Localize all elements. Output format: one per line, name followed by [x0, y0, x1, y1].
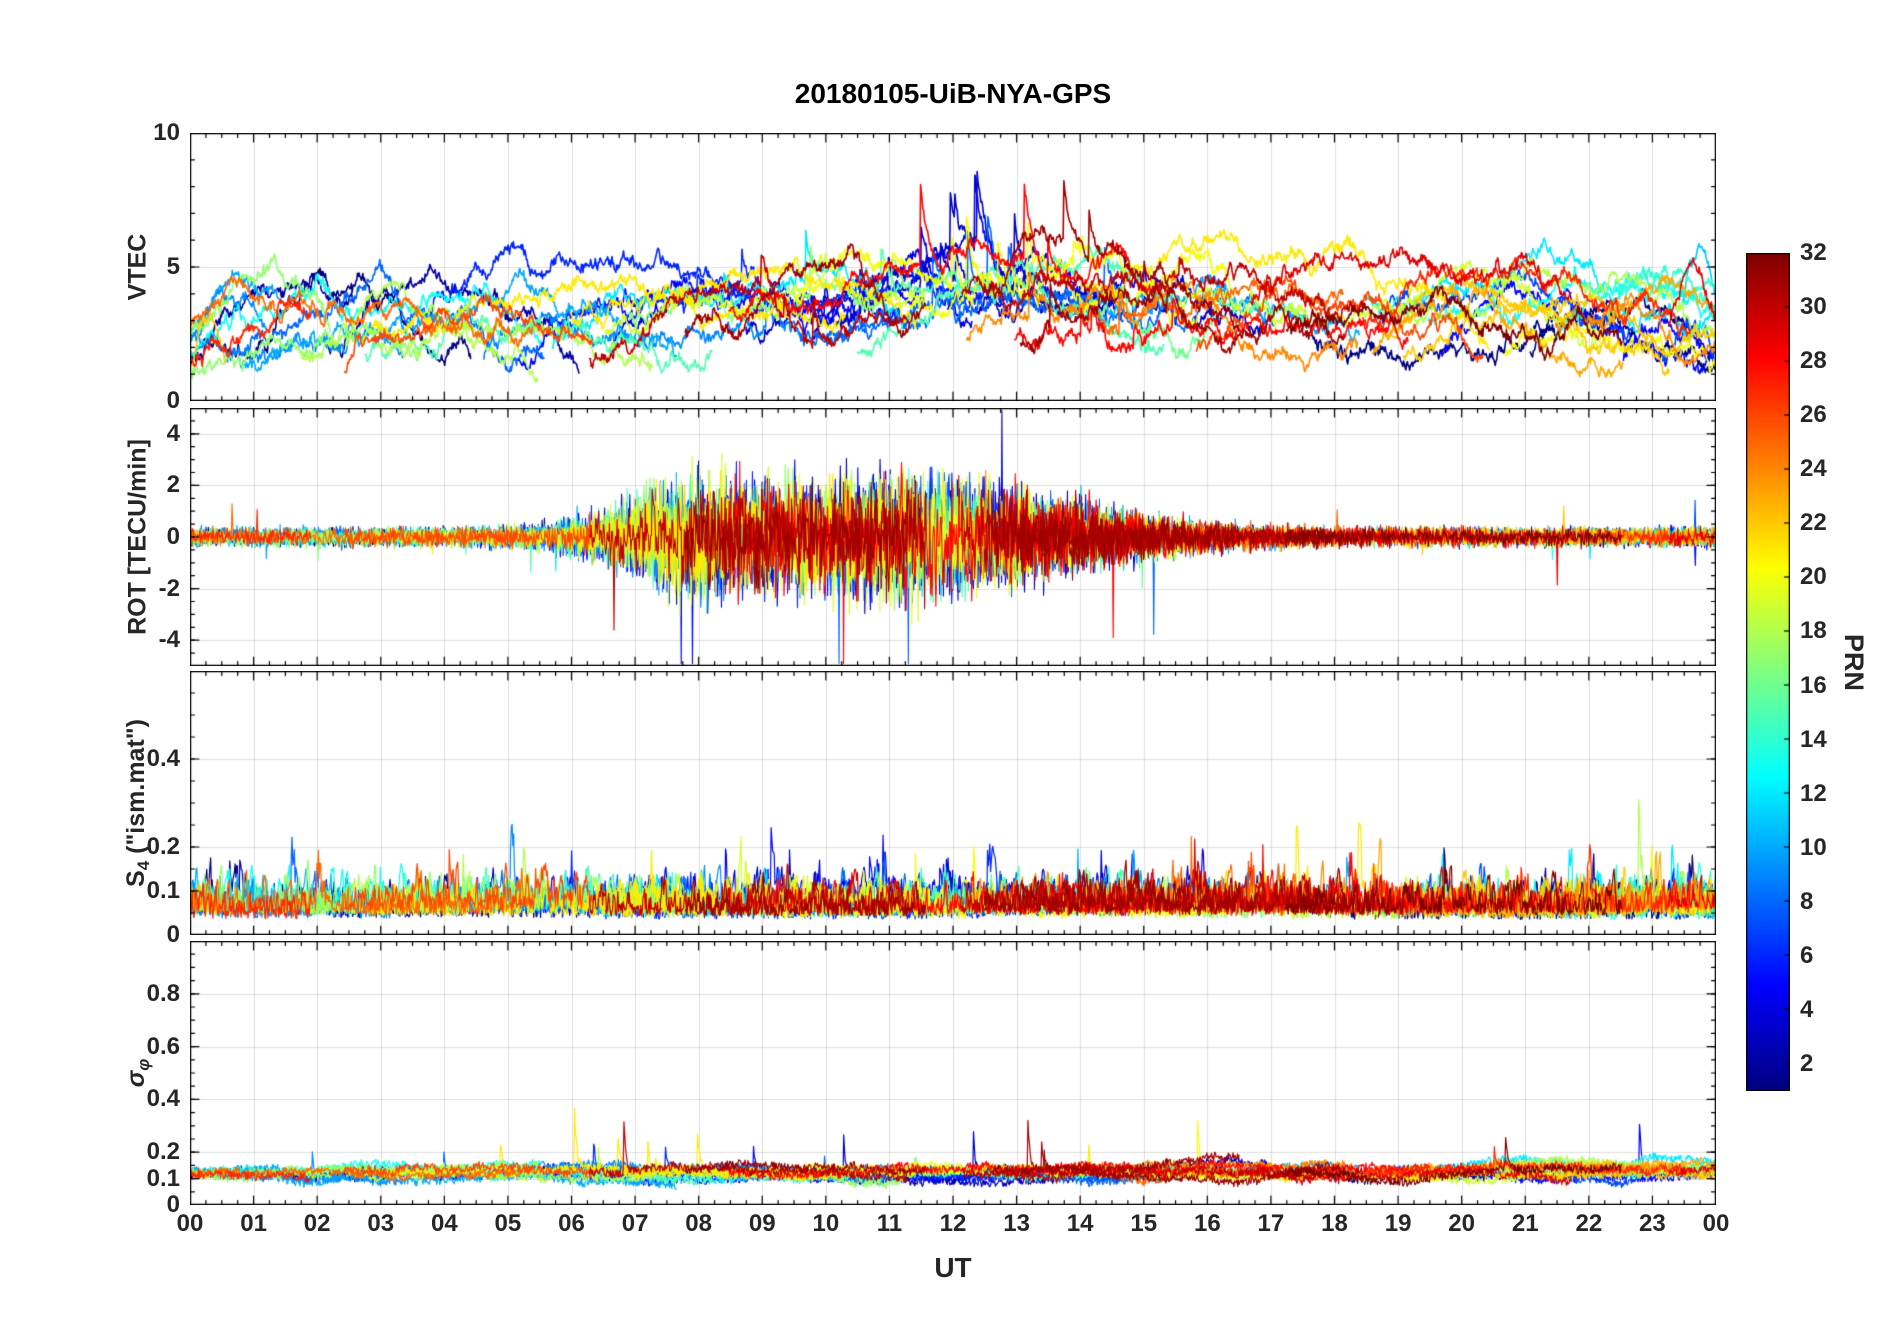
y-tick-label: 0: [166, 387, 180, 414]
x-tick-label: 05: [494, 1210, 522, 1237]
y-tick-label: 0: [166, 523, 180, 550]
y-tick-label: 0: [166, 921, 180, 948]
x-tick-label: 14: [1066, 1210, 1094, 1237]
y-tick-label: 0.2: [146, 833, 180, 860]
x-tick-label: 04: [430, 1210, 458, 1237]
colorbar-tick-label: 12: [1800, 779, 1827, 807]
x-tick-label: 07: [621, 1210, 649, 1237]
x-tick-label: 17: [1257, 1210, 1285, 1237]
y-tick-label: 0.2: [146, 1138, 180, 1166]
y-tick-label: 4: [166, 419, 180, 447]
y-tick-label: 5: [166, 253, 180, 280]
x-axis-label: UT: [934, 1252, 972, 1283]
x-tick-label: 09: [748, 1210, 776, 1237]
x-tick-label: 18: [1321, 1210, 1348, 1237]
x-tick-label: 15: [1130, 1210, 1158, 1237]
x-tick-label: 19: [1384, 1210, 1412, 1237]
colorbar-tick-label: 18: [1800, 617, 1827, 645]
y-axis-label-segment: 4: [133, 860, 153, 871]
x-tick-label: 08: [685, 1210, 713, 1237]
chart-title: 20180105-UiB-NYA-GPS: [794, 78, 1112, 109]
x-tick-label: 02: [303, 1210, 331, 1237]
y-tick-label: 0.1: [146, 1164, 180, 1192]
y-tick-label: 2: [166, 471, 180, 499]
x-tick-label: 03: [367, 1210, 395, 1237]
colorbar-tick-label: 10: [1800, 833, 1827, 861]
colorbar-tick-label: 20: [1800, 563, 1827, 591]
colorbar-tick-label: 16: [1800, 671, 1827, 699]
y-tick-label: 0: [166, 1191, 180, 1218]
colorbar-tick-label: 4: [1800, 995, 1814, 1023]
colorbar-tick-label: 22: [1800, 509, 1827, 537]
colorbar-tick-label: 30: [1800, 293, 1827, 321]
y-tick-label: 0.4: [146, 1085, 180, 1113]
colorbar-tick-label: 6: [1800, 941, 1814, 969]
colorbar-tick-label: 2: [1800, 1049, 1814, 1077]
x-tick-label: 13: [1003, 1210, 1030, 1237]
colorbar-tick-label: 26: [1800, 401, 1827, 429]
y-tick-label: 10: [153, 119, 180, 146]
y-axis-label-segment: σ: [122, 1070, 151, 1088]
x-tick-label: 21: [1511, 1210, 1539, 1237]
colorbar-tick-label: 32: [1800, 239, 1827, 266]
x-tick-label: 01: [240, 1210, 267, 1237]
y-tick-label: -4: [158, 626, 180, 654]
vtec-plot-area: [190, 133, 1716, 401]
x-tick-label: 20: [1448, 1210, 1476, 1237]
y-tick-label: -2: [158, 574, 180, 602]
sigma-phi-y-axis-label: σφ: [122, 1059, 154, 1088]
y-tick-label: 0.1: [146, 877, 180, 904]
x-tick-label: 00: [1702, 1210, 1730, 1237]
x-tick-label: 10: [812, 1210, 840, 1237]
sigma-phi-plot-area: [190, 941, 1716, 1205]
y-tick-label: 0.6: [146, 1032, 180, 1060]
y-tick-label: 0.8: [146, 979, 180, 1007]
colorbar-tick-label: 24: [1800, 455, 1827, 483]
colorbar-tick-label: 28: [1800, 347, 1827, 375]
y-axis-label-segment: φ: [133, 1058, 153, 1071]
colorbar-tick-label: 8: [1800, 887, 1814, 915]
x-tick-label: 16: [1193, 1210, 1221, 1237]
y-tick-label: 0.4: [146, 745, 180, 772]
colorbar-tick-label: 14: [1800, 725, 1827, 753]
x-tick-label: 11: [876, 1210, 903, 1237]
colorbar-label: PRN: [1839, 634, 1869, 692]
x-tick-label: 06: [558, 1210, 585, 1237]
rot-plot-area: [190, 408, 1716, 666]
x-tick-label: 23: [1639, 1210, 1666, 1237]
s4-plot-area: [190, 671, 1716, 935]
x-tick-label: 00: [176, 1210, 204, 1237]
colorbar: [1746, 253, 1790, 1091]
x-tick-label: 22: [1575, 1210, 1603, 1237]
x-tick-label: 12: [939, 1210, 967, 1237]
